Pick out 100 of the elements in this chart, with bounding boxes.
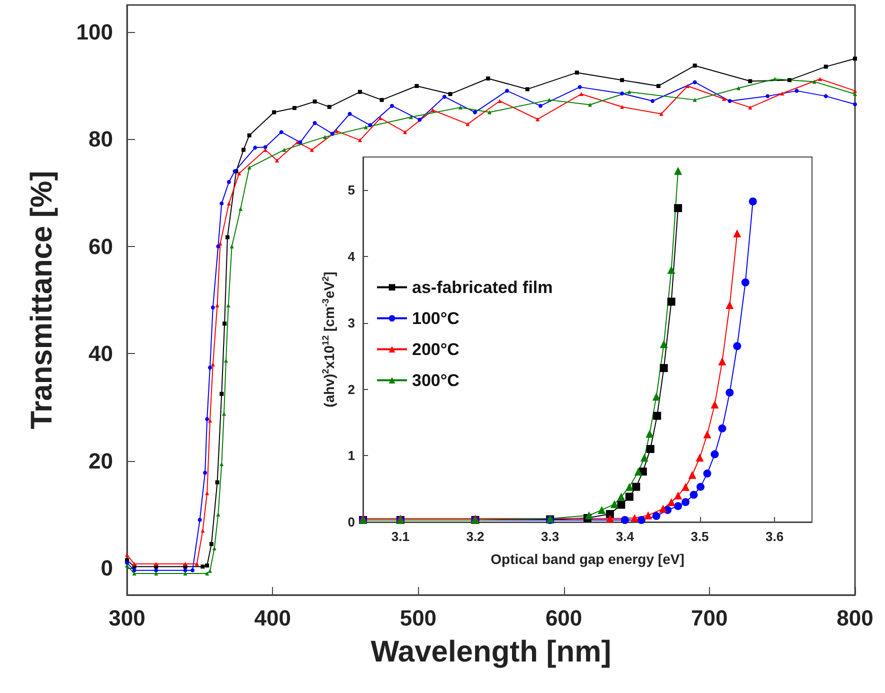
point — [718, 424, 726, 432]
point — [247, 133, 252, 138]
point — [125, 564, 129, 568]
point — [584, 511, 593, 520]
point — [853, 102, 857, 106]
point — [327, 104, 332, 109]
point — [310, 148, 314, 152]
point — [263, 145, 268, 150]
x-tick-label: 800 — [836, 606, 874, 630]
x-tick-label: 500 — [400, 606, 437, 630]
point — [620, 516, 629, 524]
point — [710, 400, 719, 409]
x-tick-label: 3.6 — [766, 529, 784, 544]
point — [358, 90, 362, 94]
point — [625, 492, 634, 501]
point — [656, 84, 660, 88]
point — [772, 77, 777, 82]
point — [667, 298, 676, 306]
point — [610, 500, 618, 508]
x-tick-label: 400 — [254, 606, 291, 630]
point — [634, 468, 642, 476]
point — [748, 79, 752, 84]
point — [226, 201, 231, 206]
point — [364, 125, 368, 130]
y-tick-label: 4 — [348, 249, 356, 264]
point — [598, 506, 606, 514]
point — [154, 562, 158, 566]
y-tick-label: 100 — [76, 19, 113, 44]
point — [253, 146, 258, 150]
point — [692, 98, 697, 102]
point — [682, 482, 690, 491]
point — [627, 90, 632, 94]
point — [312, 121, 317, 125]
point — [620, 104, 624, 109]
y-tick-label: 80 — [88, 126, 113, 152]
point — [646, 445, 654, 453]
point — [637, 516, 646, 524]
point — [646, 430, 654, 438]
point — [216, 244, 220, 248]
point — [674, 204, 682, 212]
point — [198, 518, 202, 522]
point — [660, 340, 668, 348]
legend-label: 300°C — [412, 370, 460, 390]
point — [224, 358, 228, 363]
point — [368, 123, 372, 128]
point — [220, 392, 224, 396]
point — [818, 77, 822, 82]
point — [212, 546, 216, 550]
point — [696, 482, 704, 491]
point — [652, 512, 660, 520]
point — [574, 70, 579, 75]
point — [430, 108, 435, 112]
point — [726, 388, 734, 397]
point — [630, 514, 639, 522]
point — [853, 92, 857, 96]
point — [125, 552, 129, 557]
y-tick-label: 40 — [88, 341, 113, 366]
point — [247, 166, 252, 170]
y-tick-label: 0 — [100, 556, 113, 581]
point — [824, 64, 828, 69]
point — [644, 511, 652, 520]
point — [525, 87, 530, 92]
point — [183, 568, 188, 572]
y-tick-label: 0 — [348, 514, 355, 530]
x-tick-label: 3.5 — [690, 529, 709, 544]
point — [625, 482, 634, 491]
point — [210, 306, 215, 310]
y-axis-title: Transmittance [%] — [26, 170, 58, 430]
point — [183, 562, 188, 566]
y-tick-label: 2 — [348, 382, 355, 397]
point — [741, 278, 750, 286]
point — [274, 158, 279, 163]
point — [812, 80, 816, 84]
point — [653, 412, 662, 420]
point — [718, 357, 726, 366]
point — [794, 88, 799, 93]
y-tick-label: 20 — [88, 448, 113, 474]
point — [132, 562, 136, 566]
point — [208, 366, 212, 370]
point — [674, 166, 682, 175]
point — [292, 106, 296, 110]
point — [203, 470, 208, 475]
point — [686, 84, 690, 88]
point — [692, 80, 697, 84]
x-tick-label: 700 — [691, 606, 728, 630]
point — [606, 510, 614, 518]
legend-label: 200°C — [412, 340, 460, 359]
point — [194, 562, 199, 566]
point — [323, 134, 328, 139]
point — [205, 564, 210, 568]
y-tick-label: 3 — [348, 315, 355, 330]
point — [710, 450, 719, 458]
point — [279, 130, 284, 134]
point — [853, 88, 857, 93]
point — [620, 78, 624, 82]
point — [205, 572, 210, 576]
x-tick-label: 300 — [108, 606, 146, 630]
point — [132, 568, 136, 572]
point — [728, 99, 732, 104]
point — [241, 148, 246, 152]
